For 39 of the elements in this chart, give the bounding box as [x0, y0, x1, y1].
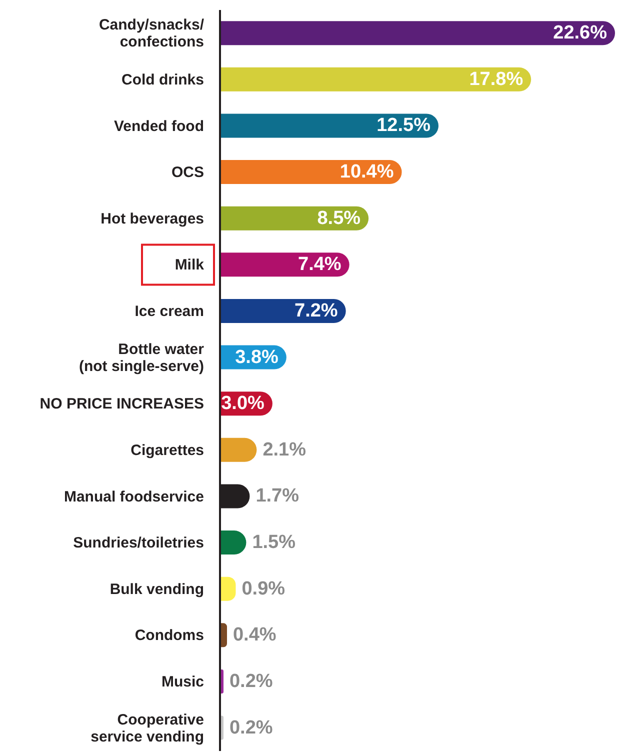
y-tick-label: Music — [161, 673, 204, 690]
y-tick-label: Bottle water (not single-serve) — [78, 340, 204, 374]
y-tick-label: Hot beverages — [100, 210, 204, 227]
data-label: 3.8% — [235, 346, 279, 368]
data-label: 10.4% — [340, 162, 394, 183]
data-label: 8.5% — [317, 208, 361, 229]
bar — [220, 252, 350, 277]
data-label: 0.9% — [242, 578, 286, 600]
data-label: 7.4% — [298, 254, 342, 276]
bar — [220, 206, 369, 230]
y-tick-label: Milk — [174, 256, 205, 274]
data-label: 2.1% — [262, 439, 306, 460]
data-label: 12.5% — [376, 115, 431, 136]
data-label: 1.7% — [256, 486, 300, 507]
y-tick-label: Candy/snacks/ confections — [98, 16, 205, 50]
bar — [220, 298, 346, 323]
y-tick-label: Sundries/toiletries — [73, 534, 204, 552]
y-tick-label: Cold drinks — [121, 70, 204, 88]
data-label: 7.2% — [294, 300, 338, 322]
y-tick-label: NO PRICE INCREASES — [40, 395, 204, 412]
y-tick-label: Cigarettes — [130, 441, 204, 458]
data-label: 0.2% — [229, 670, 273, 692]
data-label: 17.8% — [469, 68, 524, 90]
data-label: 0.2% — [229, 717, 273, 738]
y-tick-label: Cooperative service vending — [90, 710, 204, 745]
bar — [220, 67, 532, 92]
bar — [220, 21, 615, 46]
y-tick-label: Manual foodservice — [64, 488, 204, 505]
data-label: 1.5% — [252, 532, 296, 554]
y-tick-label: Vended food — [114, 117, 204, 134]
y-tick-label: Ice cream — [134, 302, 204, 320]
data-label: 22.6% — [553, 22, 608, 44]
y-tick-label: OCS — [171, 164, 204, 181]
bar — [220, 160, 402, 184]
data-label: 0.4% — [232, 624, 276, 646]
bar — [220, 114, 438, 138]
y-tick-label: Bulk vending — [110, 580, 204, 598]
data-label: 3.0% — [221, 393, 265, 414]
y-tick-label: Condoms — [134, 626, 204, 644]
